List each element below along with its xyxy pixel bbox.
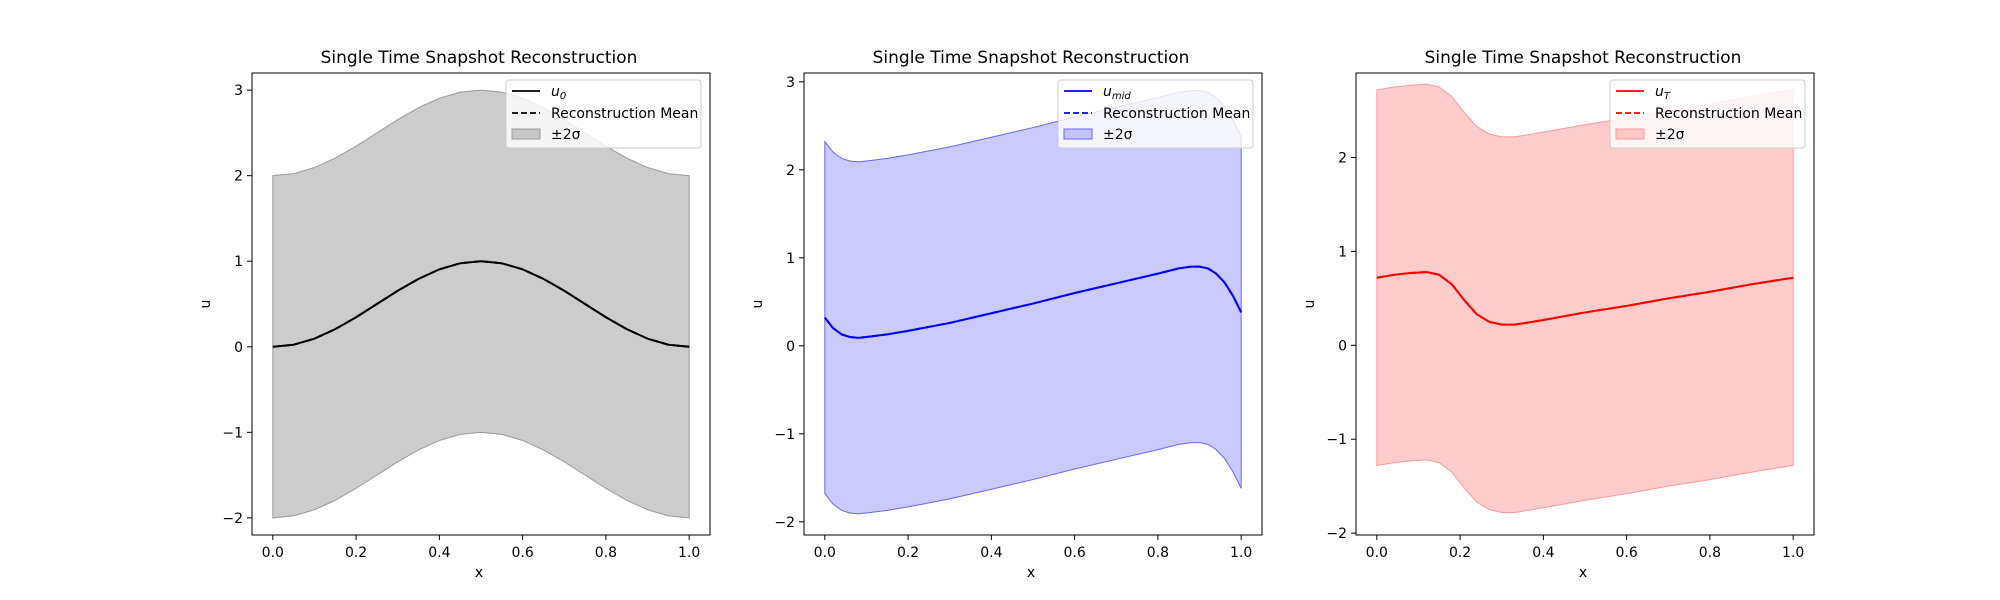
legend: uT Reconstruction Mean ±2σ [1609,79,1806,149]
x-tick-label: 0.8 [1147,545,1169,561]
panel-title: Single Time Snapshot Reconstruction [321,48,638,68]
series-line-true [272,260,690,348]
axes-frame [1355,72,1815,536]
axes-frame [803,72,1263,536]
legend-label-true: uT [1655,84,1671,102]
legend-label-band: ±2σ [1103,127,1133,143]
y-tick-label: 1 [1338,244,1347,260]
y-tick-label: −1 [774,427,795,443]
axes-frame [251,72,711,536]
legend-label-true-subscript: T [1664,91,1671,102]
panel-umid: 0.0 0.2 0.4 0.6 0.8 1.0 −2 −1 0 1 2 3 Single Time S… [750,48,1263,581]
legend-label-true-base: u [1655,84,1664,100]
y-tick-label: 3 [786,75,795,91]
x-tick-label: 0.6 [1616,545,1638,561]
legend-swatch-band [1615,128,1645,140]
panel-u0: 0.0 0.2 0.4 0.6 0.8 1.0 −2 −1 0 1 2 3 Single Time S… [198,48,711,581]
y-tick-label: −1 [1326,432,1347,448]
x-tick-label: 0.4 [428,545,450,561]
series-band [1376,83,1794,513]
legend-box [1609,79,1806,149]
x-tick-label: 0.6 [512,545,534,561]
legend-box [1057,79,1254,149]
y-tick-label: 2 [786,163,795,179]
y-tick-label: 2 [1338,151,1347,167]
x-tick-label: 0.2 [1449,545,1471,561]
x-axis-label: x [475,565,483,581]
legend-label-band: ±2σ [551,127,581,143]
legend-label-mean: Reconstruction Mean [1655,106,1802,122]
legend-swatch-band [1063,128,1093,140]
legend: umid Reconstruction Mean ±2σ [1057,79,1254,149]
y-tick-label: −1 [222,425,243,441]
y-tick-label: 0 [234,340,243,356]
panel-uT: 0.0 0.2 0.4 0.6 0.8 1.0 −2 −1 0 1 2 Single Time Sn… [1302,48,1815,581]
y-axis-label: u [1302,300,1318,309]
x-tick-label: 0.8 [595,545,617,561]
legend-label-true-subscript: mid [1112,91,1132,102]
legend-label-true-base: u [551,84,560,100]
y-tick-label: −2 [1326,526,1347,542]
legend-swatch-band [511,128,541,140]
x-tick-label: 0.4 [980,545,1002,561]
legend-label-true-base: u [1103,84,1112,100]
legend-box [505,79,702,149]
legend-label-true: u0 [551,84,566,102]
y-axis-label: u [750,300,766,309]
x-tick-label: 0.8 [1699,545,1721,561]
y-axis-label: u [198,300,214,309]
legend: u0 Reconstruction Mean ±2σ [505,79,702,149]
x-tick-label: 0.2 [897,545,919,561]
x-tick-label: 0.4 [1532,545,1554,561]
x-tick-label: 0.0 [814,545,836,561]
legend-label-true-subscript: 0 [560,91,566,102]
x-tick-label: 1.0 [1230,545,1252,561]
y-tick-label: 0 [786,339,795,355]
series-band [824,90,1242,515]
legend-label-mean: Reconstruction Mean [551,106,698,122]
series-line-mean [1376,271,1794,326]
panel-title: Single Time Snapshot Reconstruction [873,48,1190,68]
y-tick-label: 1 [234,254,243,270]
legend-label-true: umid [1103,84,1131,102]
x-tick-label: 1.0 [678,545,700,561]
y-tick-label: −2 [774,515,795,531]
y-tick-label: 3 [234,83,243,99]
x-tick-label: 1.0 [1782,545,1804,561]
x-tick-label: 0.2 [345,545,367,561]
y-tick-label: 2 [234,169,243,185]
legend-label-band: ±2σ [1655,127,1685,143]
series-band [272,89,690,519]
x-tick-label: 0.0 [262,545,284,561]
x-axis-label: x [1579,565,1587,581]
x-tick-label: 0.6 [1064,545,1086,561]
series-line-mean [824,265,1243,339]
legend-label-mean: Reconstruction Mean [1103,106,1250,122]
x-axis-label: x [1027,565,1035,581]
panel-title: Single Time Snapshot Reconstruction [1425,48,1742,68]
y-tick-label: −2 [222,511,243,527]
x-tick-label: 0.0 [1366,545,1388,561]
y-tick-label: 1 [786,251,795,267]
y-tick-label: 0 [1338,338,1347,354]
